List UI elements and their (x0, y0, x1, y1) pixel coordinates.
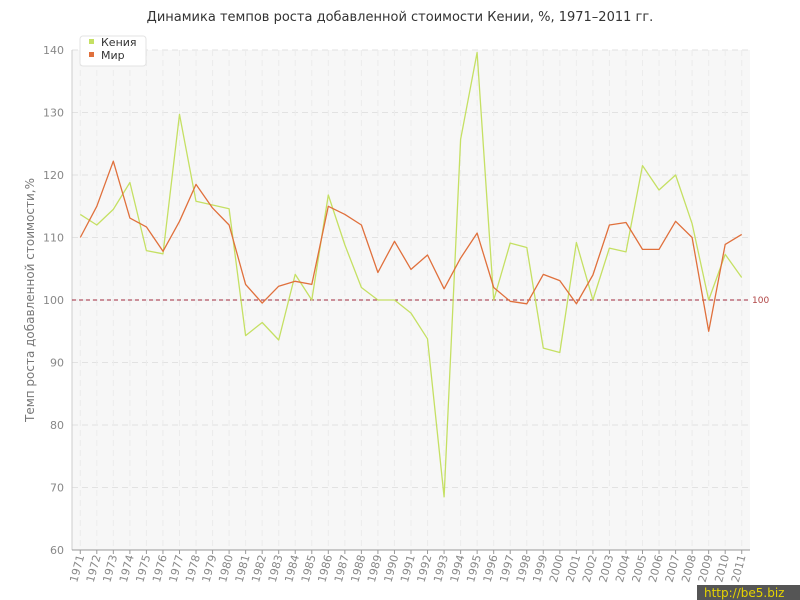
watermark-background (697, 585, 800, 600)
y-tick-label: 80 (50, 419, 64, 432)
y-tick-label: 70 (50, 482, 64, 495)
series-line-world (79, 160, 743, 332)
y-tick-label: 140 (43, 44, 64, 57)
reference-line: 100 (72, 296, 769, 306)
y-tick-label: 130 (43, 107, 64, 120)
y-tick-label: 100 (43, 294, 64, 307)
y-axis-ticks: 60 70 80 90 100 110 120 130 140 (43, 44, 64, 557)
y-axis-label: Темп роста добавленной стоимости,% (23, 178, 37, 423)
legend-swatch-world (89, 52, 94, 57)
legend-label-world: Мир (101, 49, 125, 62)
legend-label-kenya: Кения (101, 36, 137, 49)
y-tick-label: 110 (43, 232, 64, 245)
reference-line-label: 100 (752, 296, 769, 306)
watermark-link[interactable]: http://be5.biz (704, 586, 784, 600)
chart-title: Динамика темпов роста добавленной стоимо… (147, 10, 654, 25)
legend-box (79, 35, 147, 67)
series-line-kenya (79, 51, 743, 498)
series-lines (79, 51, 743, 498)
y-tick-label: 60 (50, 544, 64, 557)
x-axis-ticks: 1971197219731974197519761977197819791980… (67, 550, 749, 584)
legend-swatch-kenya (89, 39, 94, 44)
y-tick-label: 90 (50, 357, 64, 370)
x-tick-label: 2011 (729, 553, 749, 583)
legend: Кения Мир (79, 35, 147, 67)
y-tick-label: 120 (43, 169, 64, 182)
watermark[interactable]: http://be5.biz (697, 585, 800, 600)
